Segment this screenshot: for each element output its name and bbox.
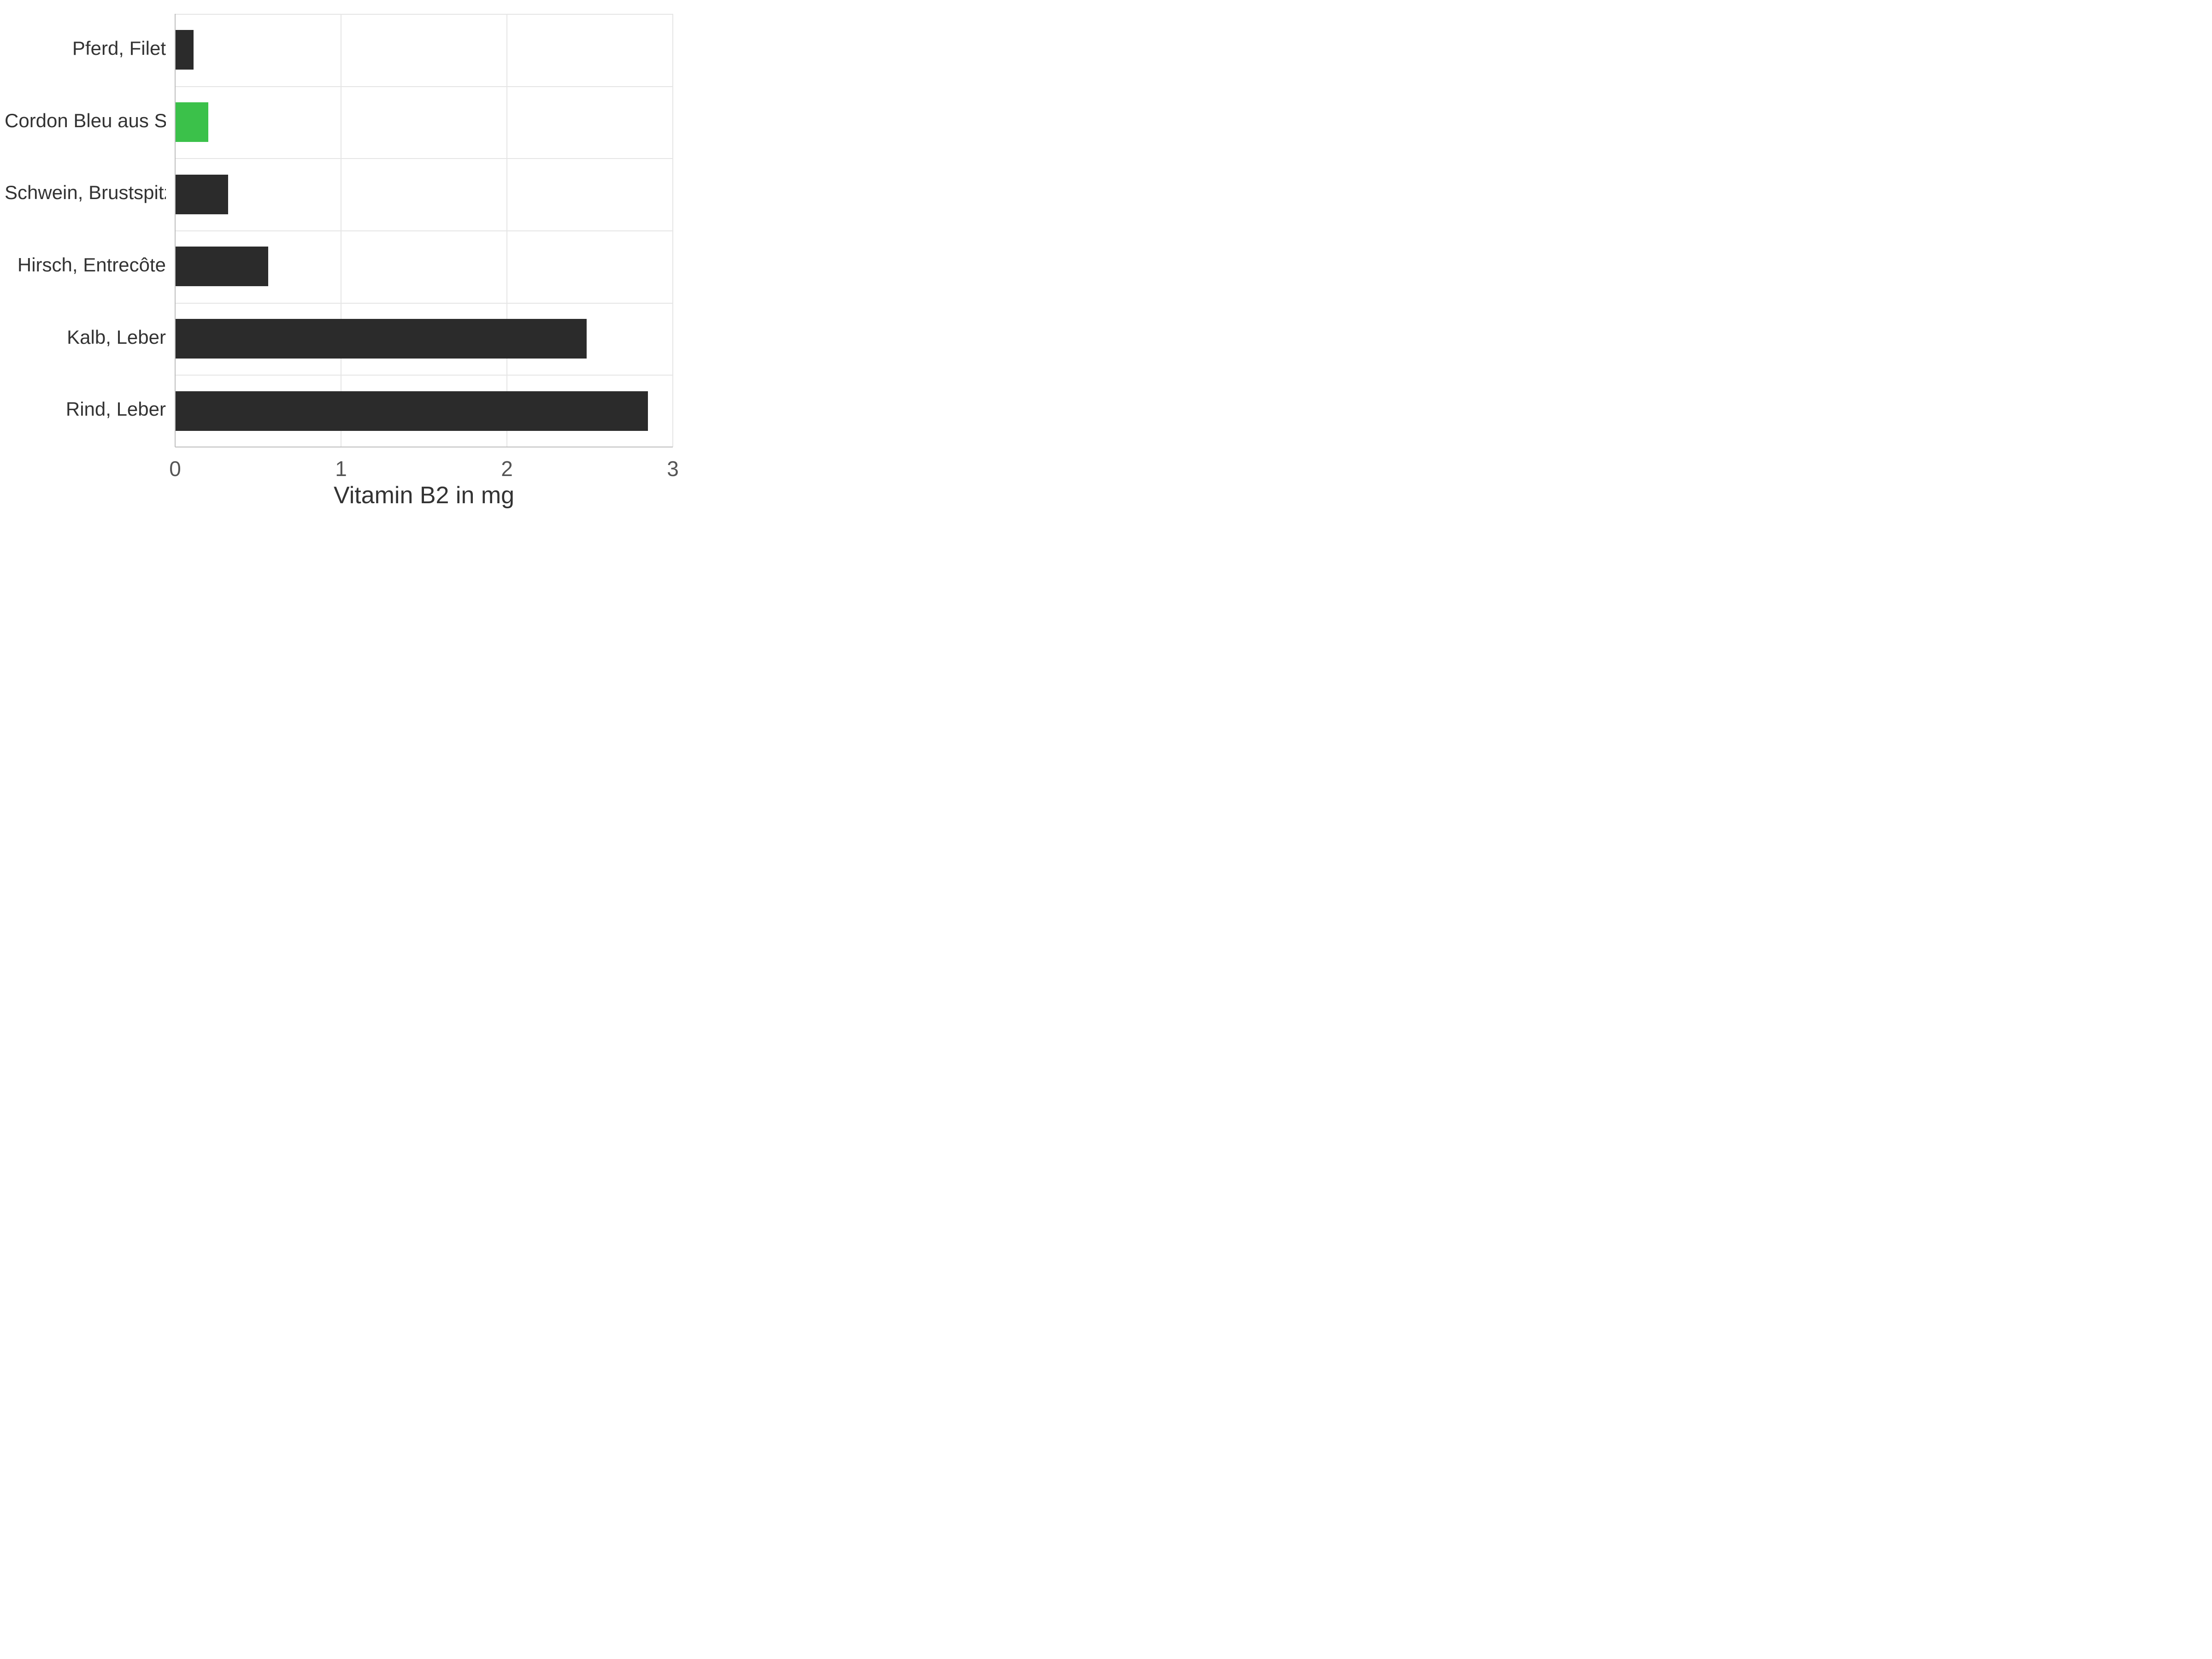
y-tick-label: Hirsch, Entrecôte — [5, 254, 166, 276]
bar — [175, 391, 648, 431]
x-tick-label: 1 — [335, 456, 347, 481]
gridline-horizontal — [175, 86, 673, 87]
y-tick-label: Schwein, Brustspitz — [5, 182, 166, 204]
y-tick-label: Cordon Bleu aus S... — [5, 110, 166, 132]
gridline-horizontal — [175, 303, 673, 304]
plot-area — [175, 14, 673, 447]
bar — [175, 175, 228, 214]
bar — [175, 30, 194, 70]
y-tick-label: Kalb, Leber — [5, 326, 166, 348]
gridline-horizontal-top — [175, 14, 673, 15]
x-tick-label: 2 — [501, 456, 513, 481]
gridline-horizontal — [175, 375, 673, 376]
bar — [175, 319, 587, 359]
bar — [175, 247, 268, 286]
x-axis-title: Vitamin B2 in mg — [334, 482, 514, 509]
x-tick-label: 0 — [169, 456, 181, 481]
y-tick-label: Rind, Leber — [5, 398, 166, 420]
bar — [175, 102, 208, 142]
y-tick-label: Pferd, Filet — [5, 37, 166, 59]
x-tick-label: 3 — [667, 456, 679, 481]
gridline-horizontal — [175, 158, 673, 159]
bar-chart: Pferd, Filet Cordon Bleu aus S... Schwein,… — [0, 0, 700, 525]
y-axis-line — [175, 14, 176, 447]
gridline-horizontal — [175, 230, 673, 231]
